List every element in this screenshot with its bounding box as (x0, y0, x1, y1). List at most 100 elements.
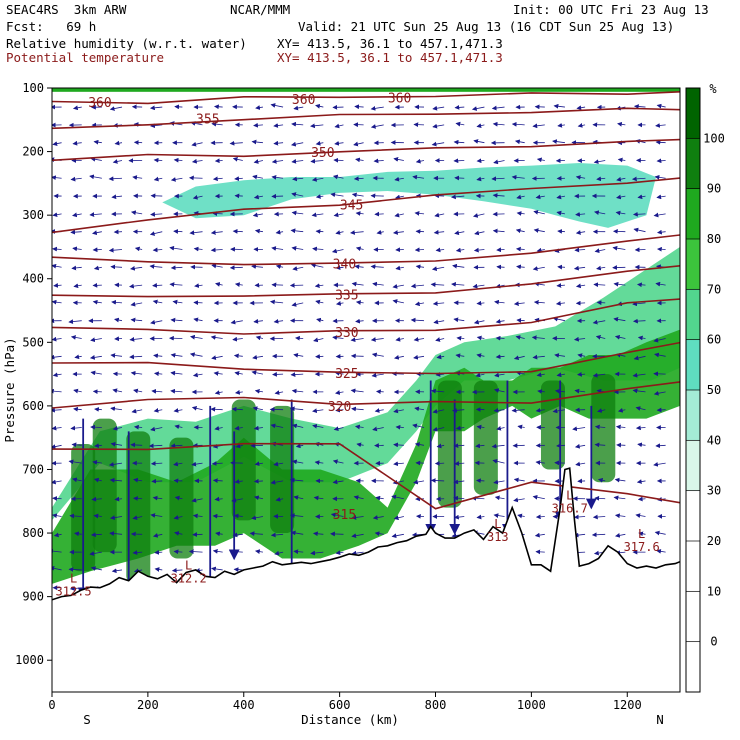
wind-vector (495, 354, 505, 360)
wind-vector (593, 282, 606, 288)
colorbar-label-100: 100 (703, 131, 725, 145)
wind-vector (251, 264, 263, 269)
wind-vector (597, 477, 606, 483)
wind-vector (351, 281, 364, 287)
wind-vector (150, 123, 163, 129)
theta-contour-345 (52, 177, 680, 234)
wind-vector (476, 123, 485, 128)
wind-vector (312, 408, 324, 414)
wind-vector (395, 194, 404, 200)
wind-vector (335, 390, 344, 395)
wind-vector (351, 533, 364, 539)
extremum-value-0: 312.5 (56, 584, 92, 598)
wind-vector (433, 229, 445, 235)
y-tick-label-200: 200 (22, 145, 44, 159)
wind-vector (552, 316, 566, 322)
wind-vector (152, 533, 163, 538)
wind-vector (395, 265, 404, 271)
wind-vector (355, 246, 364, 252)
wind-vector (190, 334, 203, 340)
wind-vector (354, 424, 364, 430)
wind-vector (330, 192, 344, 198)
wind-vector (495, 319, 505, 324)
wind-vector (515, 228, 525, 234)
wind-vector (331, 248, 344, 254)
wind-vector (370, 105, 384, 111)
wind-vector (633, 318, 646, 324)
wind-vector (313, 337, 324, 343)
wind-vector (132, 550, 143, 555)
wind-vector (476, 335, 485, 341)
wind-vector (393, 461, 404, 467)
wind-vector (350, 337, 364, 343)
wind-vector (394, 212, 404, 218)
wind-vector (232, 336, 243, 342)
wind-vector (413, 479, 425, 485)
wind-vector (109, 477, 123, 483)
wind-vector (92, 389, 102, 395)
colorbar-swatch-10 (686, 138, 700, 189)
x-tick-label-600: 600 (329, 698, 351, 712)
wind-vector (254, 461, 263, 467)
wind-vector (74, 354, 82, 360)
contour-label-6: 340 (333, 257, 356, 272)
wind-vector (191, 158, 203, 164)
wind-vector (614, 513, 626, 519)
wind-vector (371, 352, 384, 358)
wind-vector (292, 176, 304, 182)
x-tick-label-1000: 1000 (517, 698, 546, 712)
wind-vector (354, 264, 364, 270)
wind-vector (291, 158, 304, 164)
wind-vector (289, 406, 304, 412)
wind-vector (149, 231, 163, 236)
wind-vector (532, 354, 545, 360)
convective-core-7 (473, 380, 498, 495)
wind-vector (454, 230, 465, 236)
wind-vector (70, 229, 82, 235)
wind-vector (234, 389, 243, 395)
wind-vector (615, 533, 626, 538)
wind-vector (271, 159, 284, 164)
wind-vector (532, 123, 545, 129)
potential-temperature-contours (52, 91, 680, 510)
wind-vector (315, 194, 324, 199)
wind-vectors (52, 103, 666, 624)
y-tick-label-600: 600 (22, 399, 44, 413)
wind-vector (655, 281, 666, 287)
wind-vector (537, 389, 545, 394)
wind-vector (253, 425, 263, 431)
wind-vector (517, 513, 525, 519)
wind-vector (230, 319, 243, 325)
wind-vector (114, 140, 123, 146)
wind-vector (413, 354, 425, 360)
wind-vector (170, 317, 183, 323)
wind-vector (351, 406, 364, 412)
wind-vector (153, 176, 163, 182)
wind-vector (638, 531, 646, 537)
wind-vector (210, 247, 223, 253)
wind-vector (210, 406, 223, 412)
wind-vector (613, 281, 626, 287)
wind-vector (393, 442, 404, 448)
wind-vector (153, 371, 163, 377)
wind-vector (73, 406, 82, 412)
wind-vector (655, 139, 666, 145)
wind-vector (229, 140, 243, 146)
wind-vector (496, 426, 505, 431)
wind-vector (170, 265, 183, 271)
colorbar-swatch-1 (686, 591, 700, 642)
y-tick-label-700: 700 (22, 462, 44, 476)
wind-vector (312, 423, 324, 429)
wind-vector (69, 513, 82, 519)
wind-vector (596, 176, 606, 182)
wind-vector (556, 210, 566, 216)
wind-vector (273, 318, 284, 324)
convective-core-3 (169, 437, 194, 559)
wind-vector (212, 176, 223, 182)
wind-vector (373, 158, 384, 164)
wind-vector (434, 212, 445, 218)
wind-vector (189, 352, 203, 358)
wind-vector (149, 105, 163, 111)
wind-vector (473, 247, 485, 253)
wind-vector (234, 176, 243, 181)
